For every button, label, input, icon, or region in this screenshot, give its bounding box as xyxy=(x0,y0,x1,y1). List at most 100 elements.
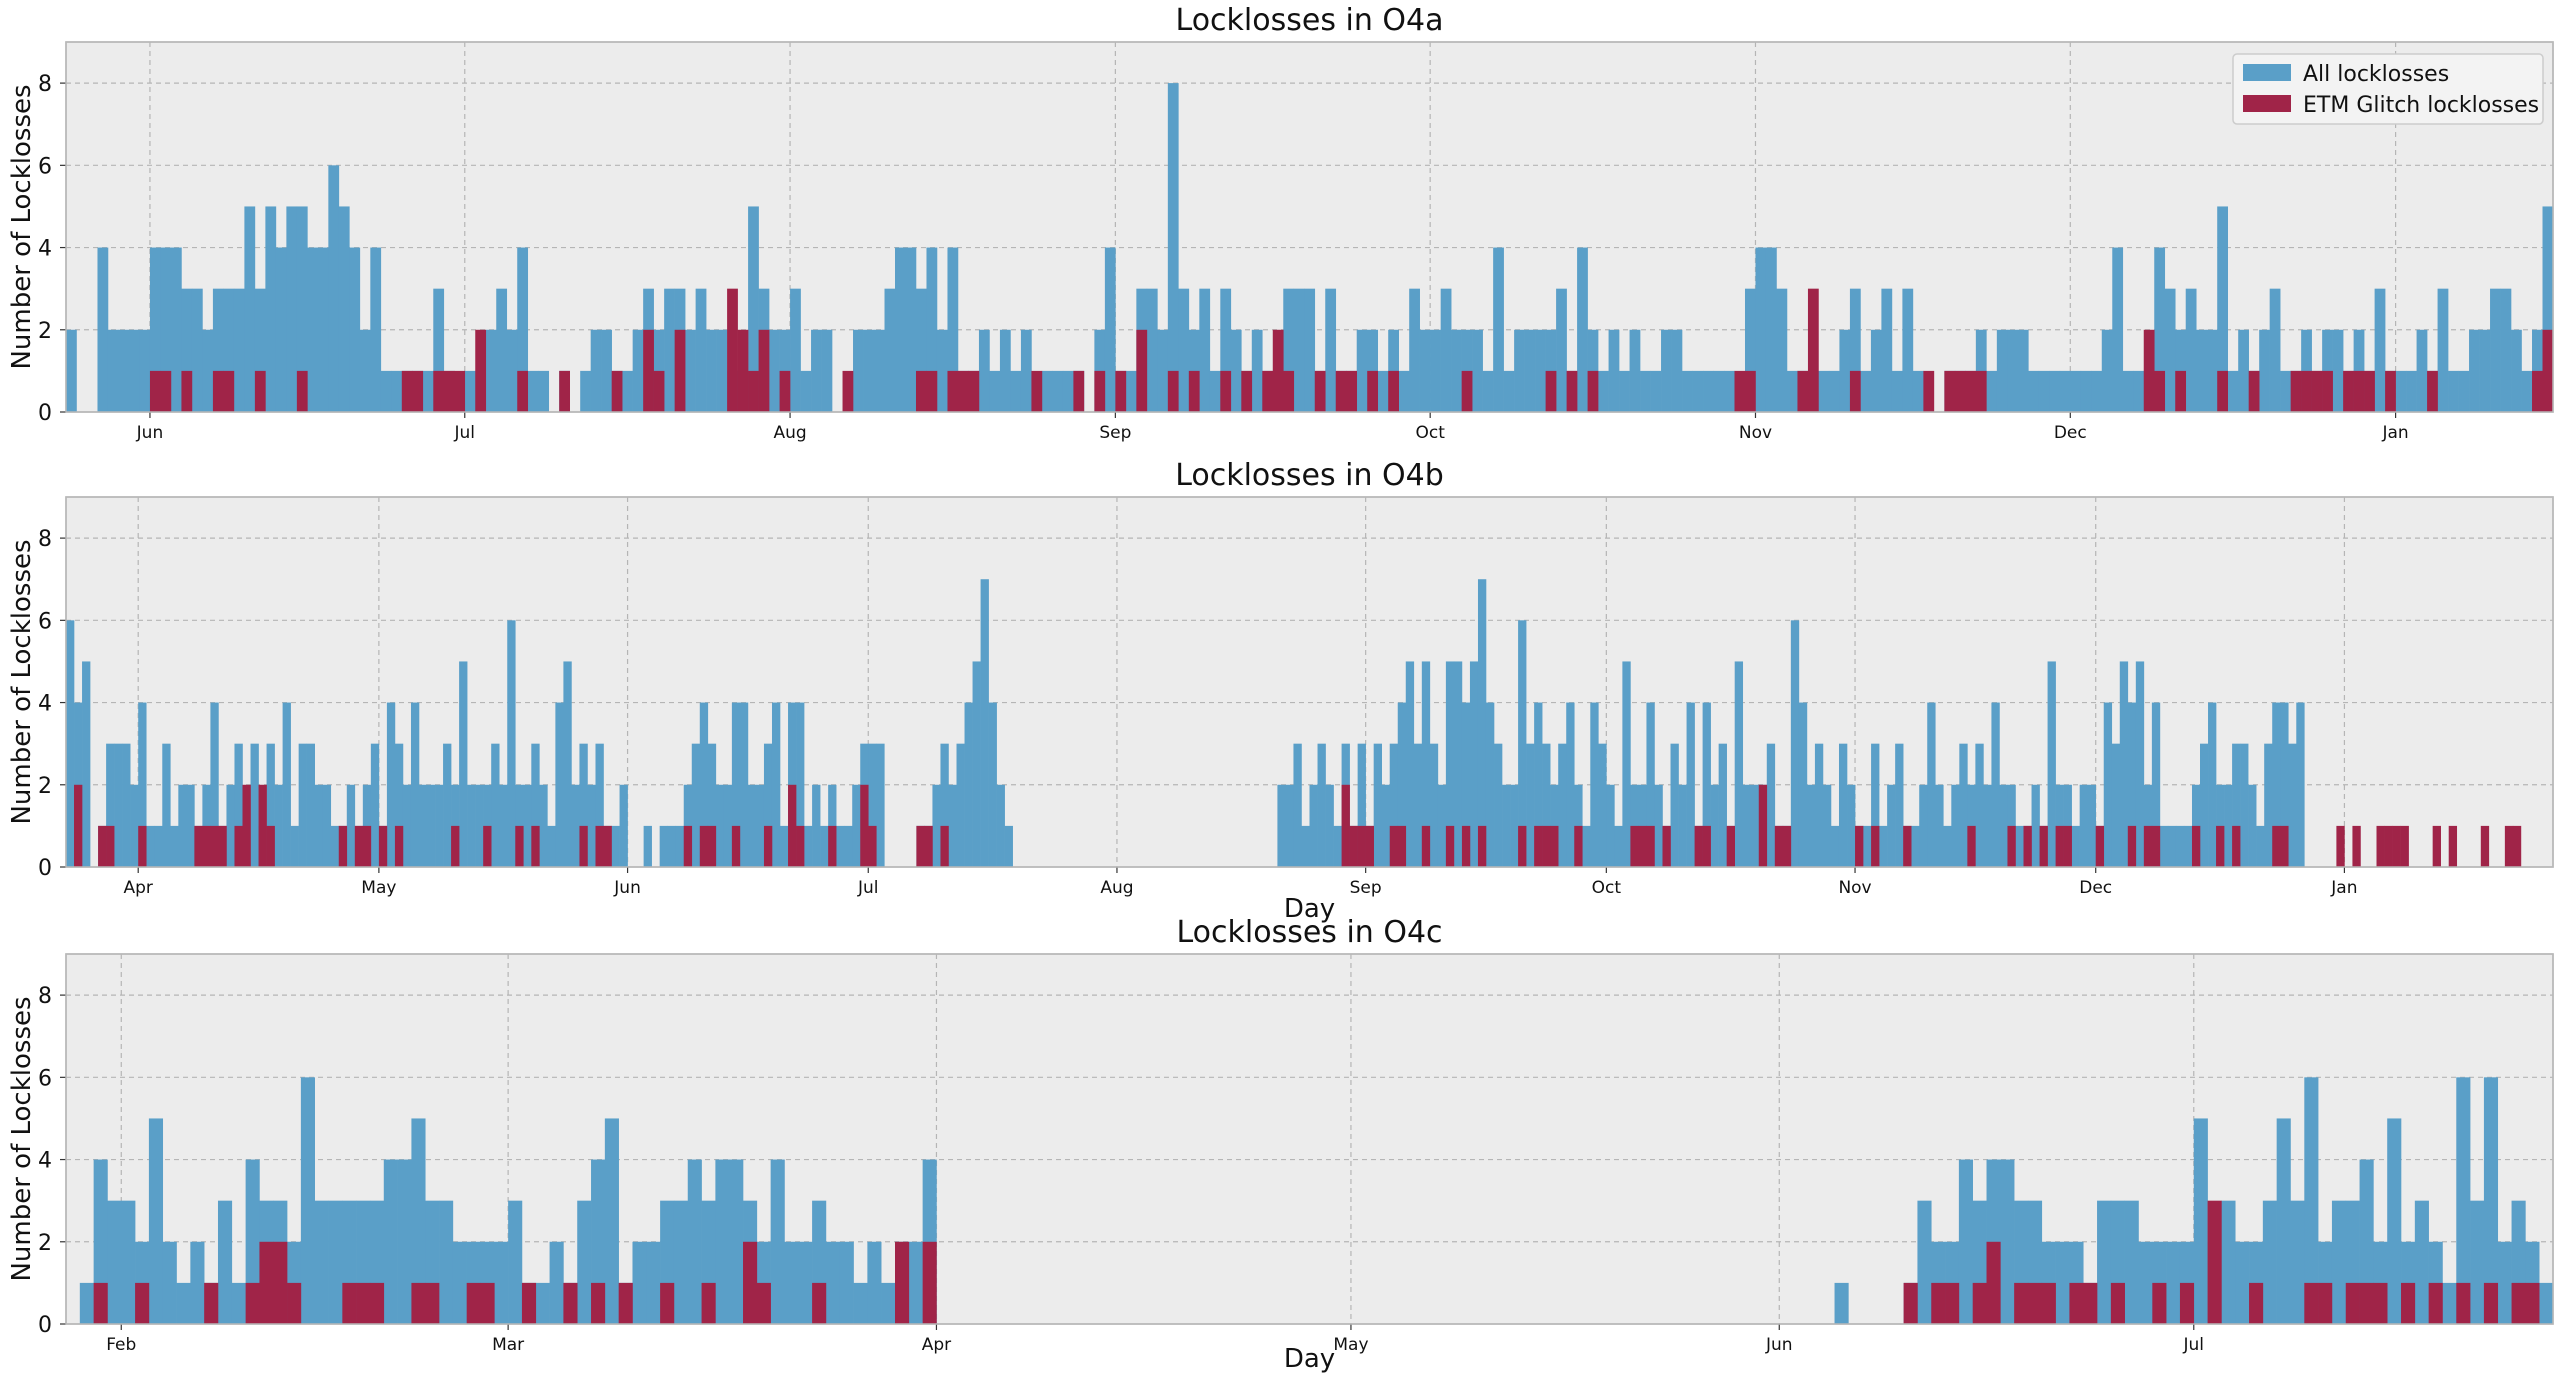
bar-all-locklosses xyxy=(2138,1241,2153,1324)
bar-all-locklosses xyxy=(535,1282,550,1324)
bar-all-locklosses xyxy=(2111,743,2121,867)
bar-etm-glitch-locklosses xyxy=(2532,370,2543,412)
bar-all-locklosses xyxy=(394,743,404,867)
bar-all-locklosses xyxy=(1430,329,1441,412)
bar-etm-glitch-locklosses xyxy=(1694,825,1703,867)
bar-etm-glitch-locklosses xyxy=(1167,370,1179,412)
bar-all-locklosses xyxy=(517,247,529,412)
bar-all-locklosses xyxy=(839,1241,854,1324)
x-tick-label: May xyxy=(1333,1335,1368,1355)
bar-etm-glitch-locklosses xyxy=(1638,825,1647,867)
bar-all-locklosses xyxy=(2280,702,2289,867)
bar-all-locklosses xyxy=(769,329,780,412)
bar-etm-glitch-locklosses xyxy=(1283,370,1295,412)
bar-all-locklosses xyxy=(811,329,822,412)
bar-all-locklosses xyxy=(2490,288,2501,412)
bar-all-locklosses xyxy=(306,743,315,867)
bar-all-locklosses xyxy=(1814,743,1824,867)
bar-etm-glitch-locklosses xyxy=(1871,825,1880,867)
bar-etm-glitch-locklosses xyxy=(2151,825,2161,867)
bar-etm-glitch-locklosses xyxy=(1367,370,1379,412)
bar-etm-glitch-locklosses xyxy=(915,370,927,412)
bar-etm-glitch-locklosses xyxy=(653,370,665,412)
bar-etm-glitch-locklosses xyxy=(2249,1282,2264,1324)
bar-all-locklosses xyxy=(1828,370,1840,412)
bar-all-locklosses xyxy=(1325,288,1337,412)
bar-all-locklosses xyxy=(685,329,696,412)
bar-all-locklosses xyxy=(2127,702,2137,867)
bar-all-locklosses xyxy=(1510,784,1519,867)
bar-all-locklosses xyxy=(1912,370,1924,412)
bar-all-locklosses xyxy=(464,370,476,412)
bar-all-locklosses xyxy=(579,743,588,867)
bar-all-locklosses xyxy=(2256,825,2265,867)
bar-all-locklosses xyxy=(265,206,277,412)
bar-all-locklosses xyxy=(154,825,163,867)
bar-all-locklosses xyxy=(1373,743,1383,867)
bar-all-locklosses xyxy=(298,743,307,867)
bar-etm-glitch-locklosses xyxy=(591,1282,606,1324)
bar-all-locklosses xyxy=(2217,206,2228,412)
bar-all-locklosses xyxy=(853,1282,868,1324)
bar-all-locklosses xyxy=(632,329,644,412)
bar-all-locklosses xyxy=(1887,784,1896,867)
bar-all-locklosses xyxy=(723,784,733,867)
bar-all-locklosses xyxy=(1870,329,1882,412)
bar-etm-glitch-locklosses xyxy=(779,370,791,412)
bar-etm-glitch-locklosses xyxy=(149,370,161,412)
bar-etm-glitch-locklosses xyxy=(425,1282,440,1324)
bar-etm-glitch-locklosses xyxy=(1461,825,1471,867)
bar-etm-glitch-locklosses xyxy=(1702,825,1711,867)
bar-etm-glitch-locklosses xyxy=(412,370,424,412)
bar-all-locklosses xyxy=(370,247,382,412)
bar-etm-glitch-locklosses xyxy=(2364,370,2375,412)
bar-etm-glitch-locklosses xyxy=(1397,825,1407,867)
bar-etm-glitch-locklosses xyxy=(204,1282,219,1324)
bar-all-locklosses xyxy=(881,1282,896,1324)
bar-etm-glitch-locklosses xyxy=(1774,825,1784,867)
bar-all-locklosses xyxy=(2416,329,2428,412)
bar-etm-glitch-locklosses xyxy=(1975,370,1987,412)
bar-etm-glitch-locklosses xyxy=(1262,370,1274,412)
bar-all-locklosses xyxy=(322,784,332,867)
bar-all-locklosses xyxy=(884,288,896,412)
bar-all-locklosses xyxy=(2038,370,2050,412)
y-tick-label: 0 xyxy=(38,401,52,426)
bar-all-locklosses xyxy=(2028,370,2040,412)
y-tick-label: 6 xyxy=(38,154,52,179)
bar-all-locklosses xyxy=(1167,83,1179,412)
bar-all-locklosses xyxy=(370,743,380,867)
bar-all-locklosses xyxy=(770,1159,785,1324)
bar-all-locklosses xyxy=(1614,825,1623,867)
bar-etm-glitch-locklosses xyxy=(763,825,773,867)
bar-all-locklosses xyxy=(66,329,77,412)
bar-all-locklosses xyxy=(250,743,259,867)
bar-etm-glitch-locklosses xyxy=(860,784,869,867)
y-tick-label: 6 xyxy=(38,1066,52,1091)
bar-etm-glitch-locklosses xyxy=(1550,825,1559,867)
bar-all-locklosses xyxy=(905,247,917,412)
bar-etm-glitch-locklosses xyxy=(342,1282,357,1324)
bar-all-locklosses xyxy=(763,743,773,867)
bar-etm-glitch-locklosses xyxy=(758,329,770,412)
y-axis-label: Number of Locklosses xyxy=(7,539,37,824)
bar-all-locklosses xyxy=(2276,1118,2291,1324)
bar-all-locklosses xyxy=(947,247,959,412)
bar-all-locklosses xyxy=(2206,329,2218,412)
bar-all-locklosses xyxy=(1661,329,1672,412)
bar-etm-glitch-locklosses xyxy=(756,1282,771,1324)
bar-etm-glitch-locklosses xyxy=(1944,370,1956,412)
bar-etm-glitch-locklosses xyxy=(2304,1282,2319,1324)
bar-all-locklosses xyxy=(459,661,468,867)
bar-all-locklosses xyxy=(2047,661,2056,867)
bar-all-locklosses xyxy=(2235,1241,2250,1324)
bar-etm-glitch-locklosses xyxy=(957,370,969,412)
bar-all-locklosses xyxy=(747,784,757,867)
bar-etm-glitch-locklosses xyxy=(1797,370,1809,412)
bar-all-locklosses xyxy=(1230,329,1242,412)
bar-all-locklosses xyxy=(1834,1282,1849,1324)
bar-etm-glitch-locklosses xyxy=(1726,825,1735,867)
x-tick-label: Feb xyxy=(106,1335,136,1355)
bar-etm-glitch-locklosses xyxy=(218,825,227,867)
